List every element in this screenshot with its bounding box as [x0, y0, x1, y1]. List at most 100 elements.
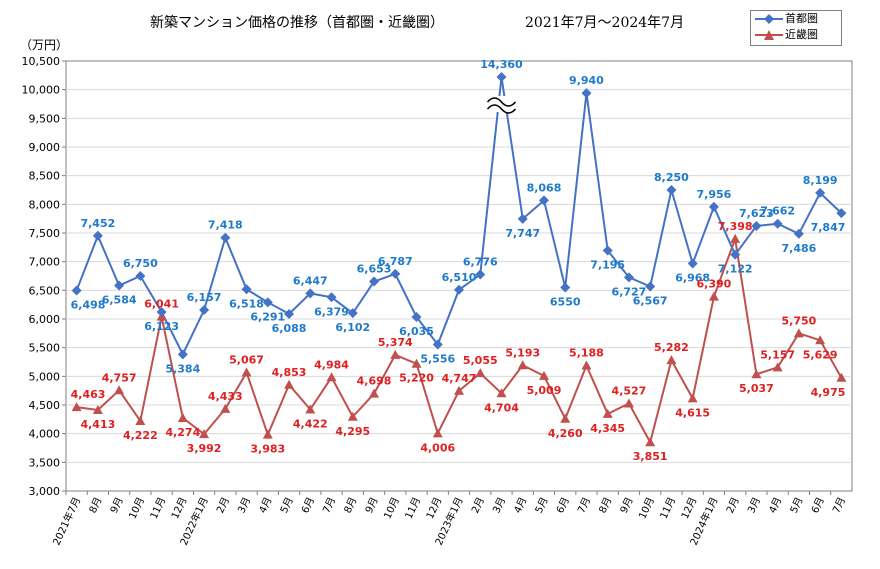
- x-tick-label: 11月: [148, 495, 168, 521]
- data-label-shutoken: 6,498: [71, 298, 106, 311]
- data-point-kinki: [135, 415, 146, 425]
- data-point-shutoken: [326, 292, 337, 303]
- data-label-shutoken: 6,584: [102, 294, 137, 307]
- y-tick-label: 9,500: [29, 112, 61, 125]
- data-point-shutoken: [411, 311, 422, 322]
- legend-item-kinki: 近畿圏: [751, 27, 841, 43]
- y-tick-label: 3,000: [29, 485, 61, 498]
- x-tick-label: 9月: [618, 495, 636, 515]
- data-point-shutoken: [538, 195, 549, 206]
- y-tick-label: 4,000: [29, 428, 61, 441]
- data-point-shutoken: [156, 306, 167, 317]
- data-point-shutoken: [602, 245, 613, 256]
- data-label-kinki: 4,698: [357, 375, 392, 388]
- data-point-kinki: [645, 437, 656, 447]
- data-point-kinki: [708, 291, 719, 301]
- data-point-kinki: [560, 413, 571, 423]
- axis-break-background: [484, 96, 519, 112]
- legend: 首都圏 近畿圏: [750, 10, 842, 46]
- data-label-shutoken: 6,750: [123, 257, 158, 270]
- x-tick-label: 8月: [342, 495, 360, 515]
- x-tick-label: 5月: [533, 495, 551, 515]
- axis-break-mark: [486, 104, 517, 114]
- data-point-kinki: [772, 362, 783, 372]
- x-tick-label: 5月: [788, 495, 806, 515]
- data-label-shutoken: 6,968: [675, 272, 710, 285]
- x-tick-label: 9月: [363, 495, 381, 515]
- data-point-kinki: [390, 349, 401, 359]
- data-point-kinki: [92, 404, 103, 414]
- data-point-shutoken: [581, 88, 592, 99]
- data-point-kinki: [517, 360, 528, 370]
- x-tick-label: 12月: [169, 495, 189, 521]
- data-label-shutoken: 8,199: [803, 174, 838, 187]
- data-point-shutoken: [284, 308, 295, 319]
- data-point-shutoken: [135, 271, 146, 281]
- plot-area: [65, 60, 853, 492]
- data-label-kinki: 4,704: [484, 401, 519, 414]
- x-tick-label: 6月: [809, 495, 827, 515]
- data-label-shutoken: 8,068: [527, 181, 562, 194]
- data-point-kinki: [432, 428, 443, 438]
- data-label-kinki: 5,220: [399, 372, 434, 385]
- data-point-kinki: [751, 369, 762, 379]
- data-label-shutoken: 6,510: [442, 271, 477, 284]
- x-tick-label: 6月: [554, 495, 572, 515]
- data-point-shutoken: [390, 268, 401, 279]
- x-tick-label: 9月: [108, 495, 126, 515]
- data-point-kinki: [241, 367, 252, 377]
- legend-item-shutoken: 首都圏: [751, 11, 841, 27]
- data-label-shutoken: 7,956: [697, 188, 732, 201]
- x-tick-label: 11月: [658, 495, 678, 521]
- data-point-shutoken: [347, 308, 358, 319]
- data-point-shutoken: [772, 218, 783, 229]
- data-point-kinki: [815, 335, 826, 345]
- data-point-kinki: [199, 429, 210, 439]
- x-tick-label: 4月: [767, 495, 785, 515]
- x-tick-label: 12月: [679, 495, 699, 521]
- data-point-kinki: [71, 402, 82, 412]
- data-label-shutoken: 6,379: [314, 305, 349, 318]
- data-label-shutoken: 6,776: [463, 256, 498, 269]
- data-label-shutoken: 7,623: [739, 207, 774, 220]
- data-point-shutoken: [560, 282, 571, 293]
- y-tick-label: 7,000: [29, 256, 61, 269]
- data-point-kinki: [347, 411, 358, 421]
- data-label-shutoken: 6,653: [357, 263, 392, 276]
- data-label-shutoken: 7,122: [718, 263, 753, 276]
- data-point-shutoken: [114, 280, 125, 291]
- data-label-kinki: 4,984: [314, 358, 349, 371]
- data-point-shutoken: [836, 208, 847, 219]
- y-tick-label: 3,500: [29, 456, 61, 469]
- x-tick-label: 10月: [636, 495, 656, 521]
- y-axis-unit: （万円）: [20, 38, 69, 52]
- data-point-shutoken: [71, 285, 82, 296]
- data-label-kinki: 4,757: [102, 371, 137, 384]
- x-tick-label: 3月: [490, 495, 508, 515]
- data-label-kinki: 5,009: [527, 384, 562, 397]
- x-tick-label: 10月: [127, 495, 147, 521]
- data-label-kinki: 5,629: [803, 348, 838, 361]
- data-label-shutoken: 6,727: [612, 285, 647, 298]
- data-label-kinki: 4,260: [548, 427, 583, 440]
- x-tick-label: 2021年7月: [50, 495, 84, 547]
- x-tick-label: 4月: [257, 495, 275, 515]
- data-point-kinki: [326, 372, 337, 382]
- data-label-kinki: 4,222: [123, 429, 158, 442]
- x-tick-label: 7月: [320, 495, 338, 515]
- data-label-shutoken: 5,384: [165, 362, 200, 375]
- data-label-shutoken: 6,123: [144, 320, 179, 333]
- data-label-shutoken: 7,452: [80, 217, 115, 230]
- data-point-shutoken: [305, 288, 316, 299]
- data-label-shutoken: 7,195: [590, 258, 625, 271]
- data-point-kinki: [836, 372, 847, 382]
- data-point-shutoken: [815, 187, 826, 198]
- data-label-shutoken: 6,567: [633, 294, 668, 307]
- data-point-shutoken: [475, 269, 486, 280]
- legend-diamond-icon: [755, 14, 783, 24]
- y-tick-label: 5,500: [29, 342, 61, 355]
- x-tick-label: 3月: [235, 495, 253, 515]
- y-tick-label: 6,000: [29, 313, 61, 326]
- data-label-kinki: 5,157: [760, 348, 795, 361]
- x-tick-label: 2月: [469, 495, 487, 515]
